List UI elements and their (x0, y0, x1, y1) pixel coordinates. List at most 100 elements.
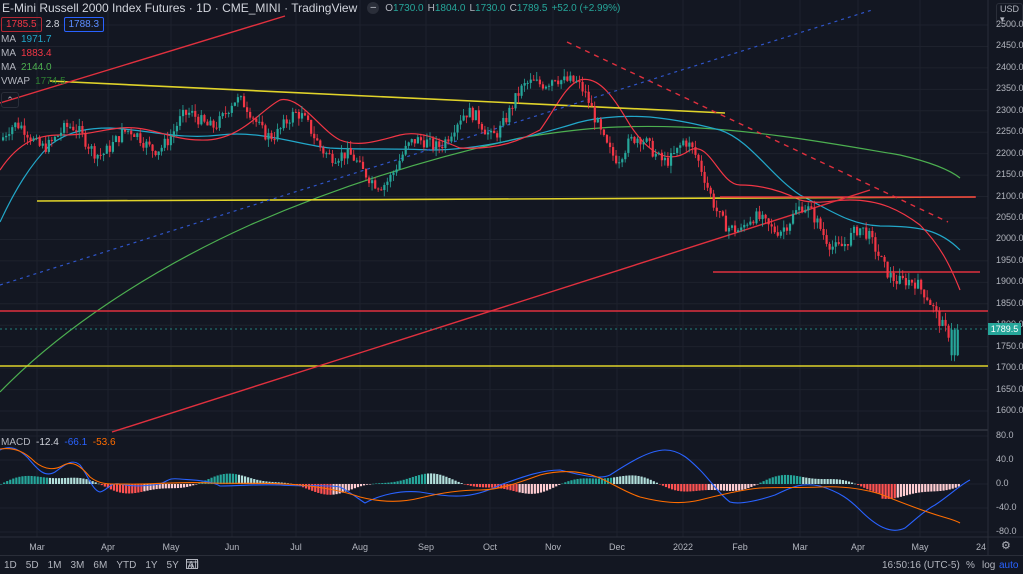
trendline-yellow-upper (49, 80, 726, 114)
last-price-tag: 1789.5 (988, 323, 1021, 335)
range-5y-button[interactable]: 5Y (166, 560, 179, 571)
time-tick: May (911, 542, 929, 552)
range-1m-button[interactable]: 1M (47, 560, 62, 571)
macd-label: MACD (1, 437, 31, 448)
time-tick: Jun (224, 542, 240, 552)
range-6m-button[interactable]: 6M (93, 560, 108, 571)
ma-fast-line (0, 78, 961, 291)
price-tick: 2050.0 (996, 212, 1023, 222)
macd-signal-value: -53.6 (92, 437, 116, 448)
clock-timezone[interactable]: 16:50:16 (UTC-5) (882, 560, 960, 571)
price-tick: 1850.0 (996, 297, 1023, 308)
time-tick: Apr (850, 542, 866, 552)
time-tick: Dec (608, 542, 626, 552)
price-tick: 1650.0 (996, 383, 1023, 394)
candlesticks (2, 69, 959, 362)
trendline-red-rising-upper (0, 15, 286, 104)
close-value: 1789.5 (516, 2, 548, 14)
price-tick: 1750.0 (996, 340, 1023, 351)
indicator-ma-cyan[interactable]: MA 1971.7 (1, 34, 52, 45)
time-tick: Jul (290, 542, 302, 552)
settings-gear-icon[interactable]: ⚙ (1001, 540, 1011, 552)
time-tick: Sep (417, 542, 435, 552)
time-tick: Aug (351, 542, 369, 552)
buy-button[interactable]: 1788.3 (63, 17, 105, 32)
range-buttons: 1D 5D 1M 3M 6M YTD 1Y 5Y All (4, 560, 199, 571)
bid-ask-quote: 1785.5 2.8 1788.3 (1, 17, 105, 32)
main-lines (0, 9, 988, 433)
price-tick: 2300.0 (996, 104, 1023, 115)
time-tick: Mar (792, 542, 808, 552)
macd-tick: 0.0 (996, 478, 1009, 488)
price-tick: 2400.0 (996, 61, 1023, 72)
sell-button[interactable]: 1785.5 (1, 17, 42, 32)
indicator-name: MA (1, 34, 16, 45)
auto-scale-toggle[interactable]: auto (999, 560, 1019, 571)
indicator-value: 1774.5 (35, 76, 66, 87)
price-tick: 2100.0 (996, 190, 1023, 201)
open-label: O (385, 2, 394, 14)
indicator-value: 1883.4 (21, 48, 52, 59)
log-scale-toggle[interactable]: log (982, 560, 996, 571)
macd-lines (0, 447, 971, 531)
indicator-value: 1971.7 (21, 34, 52, 45)
ma-mid-line (0, 115, 961, 251)
time-tick: Oct (482, 542, 498, 552)
collapse-legend-icon[interactable]: – (367, 2, 380, 14)
price-tick: 2350.0 (996, 83, 1023, 94)
range-all-button[interactable]: All (187, 560, 199, 571)
price-tick: 2150.0 (996, 169, 1023, 180)
indicator-ma-red[interactable]: MA 1883.4 (1, 48, 52, 59)
price-tick: 2250.0 (996, 126, 1023, 137)
price-tick: 2500.0 (996, 19, 1023, 29)
indicator-name: MA (1, 62, 16, 73)
time-tick: Feb (732, 542, 748, 552)
grid-lines (0, 0, 988, 537)
range-ytd-button[interactable]: YTD (116, 560, 137, 571)
indicator-name: MA (1, 48, 16, 59)
macd-tick: 80.0 (996, 430, 1014, 440)
range-1y-button[interactable]: 1Y (145, 560, 158, 571)
symbol-title[interactable]: E-Mini Russell 2000 Index Futures · 1D ·… (2, 1, 358, 15)
macd-hist-value: -12.4 (36, 437, 59, 448)
price-tick: 2200.0 (996, 147, 1023, 158)
macd-signal-line (0, 448, 961, 524)
macd-tick: -80.0 (996, 526, 1017, 536)
ma-slow-line (0, 125, 961, 393)
indicator-ma-green[interactable]: MA 2144.0 (1, 62, 52, 73)
range-3m-button[interactable]: 3M (70, 560, 85, 571)
time-tick: May (162, 542, 180, 552)
macd-tick: -40.0 (996, 502, 1017, 512)
spread-value: 2.8 (45, 19, 60, 30)
high-value: 1804.0 (434, 2, 466, 14)
calendar-goto-icon[interactable] (185, 558, 199, 570)
price-tick: 1900.0 (996, 276, 1023, 287)
range-5d-button[interactable]: 5D (25, 560, 39, 571)
range-1d-button[interactable]: 1D (4, 560, 17, 571)
time-tick: 24 (975, 542, 987, 552)
collapse-indicators-icon[interactable]: ⌃ (1, 92, 19, 108)
percent-scale-toggle[interactable]: % (966, 560, 975, 571)
time-tick: 2022 (672, 542, 694, 552)
trendline-red-rising-lower (111, 189, 871, 433)
macd-tick: 40.0 (996, 454, 1014, 464)
close-label: C (509, 2, 517, 14)
trendline-red-dashed (566, 41, 949, 223)
price-tick: 1600.0 (996, 405, 1023, 415)
macd-legend[interactable]: MACD -12.4 -66.1 -53.6 (1, 437, 116, 448)
ohlc-values: O1730.0 H1804.0 L1730.0 C1789.5 +52.0 (+… (385, 3, 620, 14)
open-value: 1730.0 (393, 2, 424, 14)
symbol-header: E-Mini Russell 2000 Index Futures · 1D ·… (2, 1, 620, 15)
time-tick: Mar (29, 542, 45, 552)
price-tick: 2450.0 (996, 40, 1023, 51)
price-tick: 1700.0 (996, 362, 1023, 373)
high-label: H (427, 2, 435, 14)
indicator-name: VWAP (1, 76, 31, 87)
indicator-vwap[interactable]: VWAP 1774.5 (1, 76, 66, 87)
macd-line (0, 447, 971, 531)
indicator-value: 2144.0 (21, 62, 52, 73)
low-label: L (469, 2, 476, 14)
change-value: +52.0 (+2.99%) (551, 2, 621, 14)
price-tick: 1950.0 (996, 254, 1023, 265)
